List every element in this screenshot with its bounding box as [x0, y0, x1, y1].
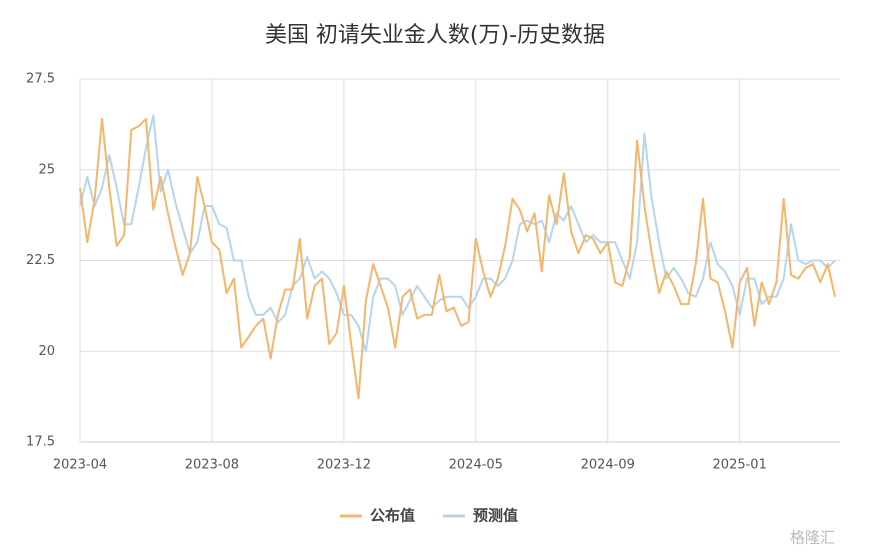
- x-tick-label: 2023-12: [317, 458, 371, 473]
- legend-label: 预测值: [473, 507, 518, 525]
- x-tick-label: 2023-04: [53, 458, 107, 473]
- x-tick-label: 2024-09: [581, 458, 635, 473]
- y-tick-label: 27.5: [26, 72, 55, 87]
- watermark: 格隆汇: [790, 529, 835, 547]
- y-tick-label: 17.5: [26, 435, 55, 450]
- x-tick-label: 2025-01: [713, 458, 767, 473]
- legend-label: 公布值: [370, 507, 415, 525]
- y-tick-label: 20: [38, 344, 55, 359]
- x-tick-label: 2023-08: [185, 458, 239, 473]
- series-line: [79, 117, 836, 400]
- series-line: [79, 114, 836, 353]
- y-tick-label: 25: [38, 162, 55, 177]
- x-tick-label: 2024-05: [449, 458, 503, 473]
- chart-title: 美国 初请失业金人数(万)-历史数据: [265, 23, 605, 48]
- y-tick-label: 22.5: [26, 253, 55, 268]
